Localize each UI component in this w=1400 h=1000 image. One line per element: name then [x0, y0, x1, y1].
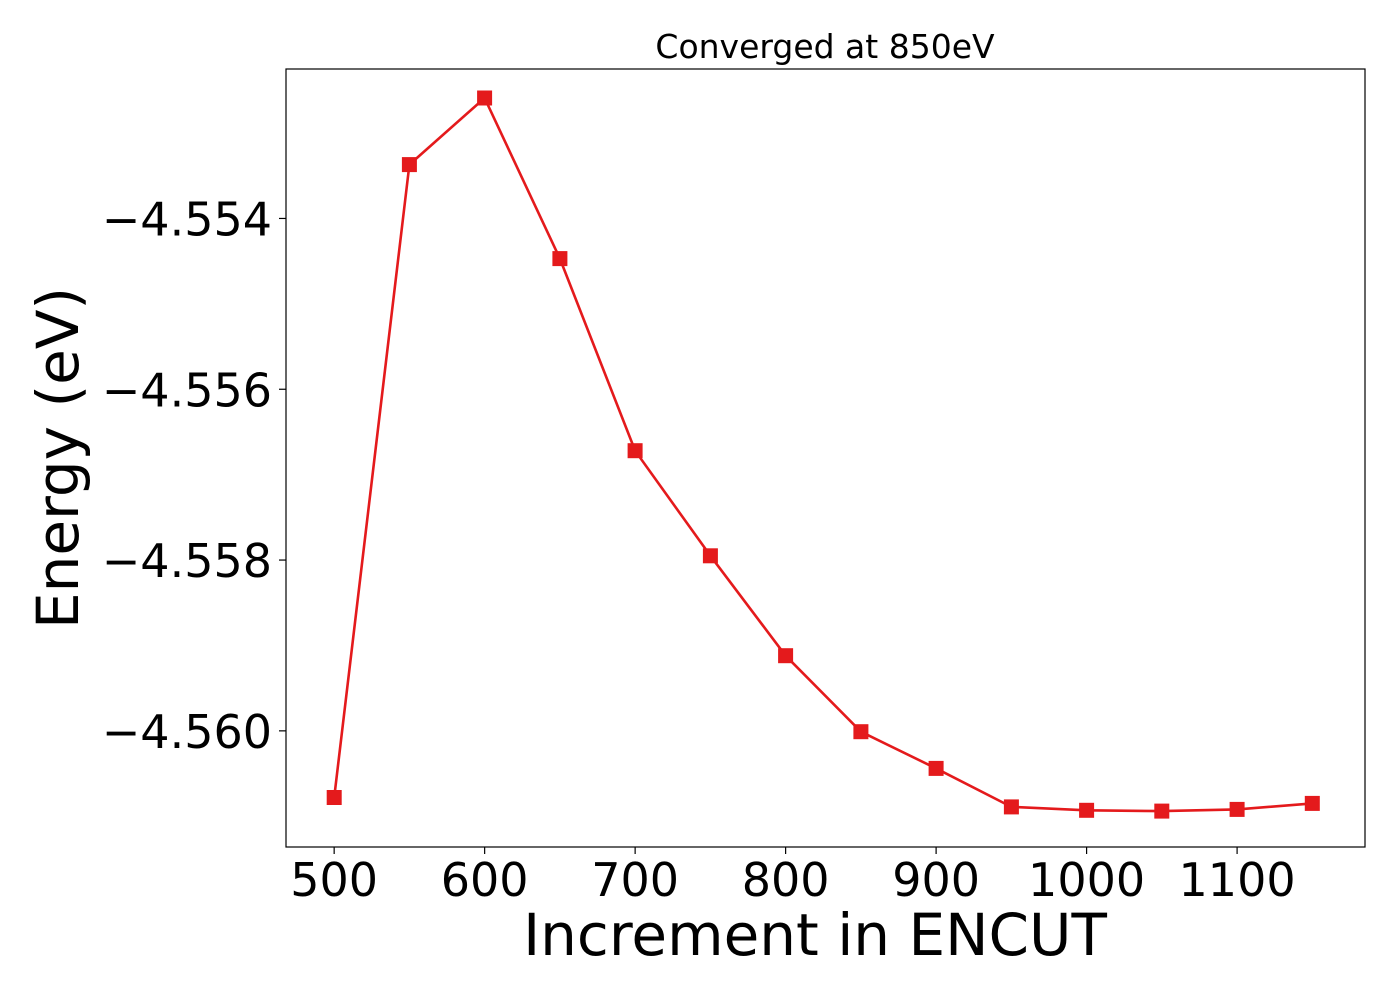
- data-point-950: [1003, 799, 1019, 815]
- x-tick-label-1000: 1000: [1028, 853, 1145, 907]
- data-point-850: [853, 724, 869, 740]
- chart-title: Converged at 850eV: [655, 27, 995, 66]
- data-point-1100: [1229, 801, 1245, 817]
- data-point-750: [702, 548, 718, 564]
- data-point-550: [401, 157, 417, 173]
- data-point-1000: [1079, 802, 1095, 818]
- y-tick-label-2: −4.558: [102, 534, 272, 588]
- x-tick-label-500: 500: [290, 853, 378, 907]
- x-tick-label-900: 900: [892, 853, 980, 907]
- x-tick-label-700: 700: [591, 853, 679, 907]
- data-point-700: [627, 443, 643, 459]
- series-line-0: [332, 96, 1313, 813]
- y-axis-label: Energy (eV): [24, 287, 92, 629]
- y-tick-label-1: −4.556: [102, 363, 272, 417]
- data-point-1150: [1304, 795, 1320, 811]
- y-tick-label-3: −4.560: [102, 705, 272, 759]
- data-point-900: [928, 760, 944, 776]
- axes-frame: [285, 68, 1366, 848]
- data-point-1050: [1154, 803, 1170, 819]
- data-point-600: [477, 90, 493, 106]
- plot-area: [326, 90, 1320, 819]
- x-tick-label-600: 600: [441, 853, 529, 907]
- x-tick-label-1100: 1100: [1179, 853, 1296, 907]
- y-tick-label-0: −4.554: [102, 192, 272, 246]
- x-axis-label: Increment in ENCUT: [523, 901, 1107, 969]
- x-tick-label-800: 800: [742, 853, 830, 907]
- data-point-500: [326, 790, 342, 805]
- data-point-650: [552, 251, 568, 267]
- data-point-800: [778, 648, 794, 664]
- axes: 500 600 700 800 900 1000 1100 −4.554 −4.556 −4.55…: [102, 68, 1366, 907]
